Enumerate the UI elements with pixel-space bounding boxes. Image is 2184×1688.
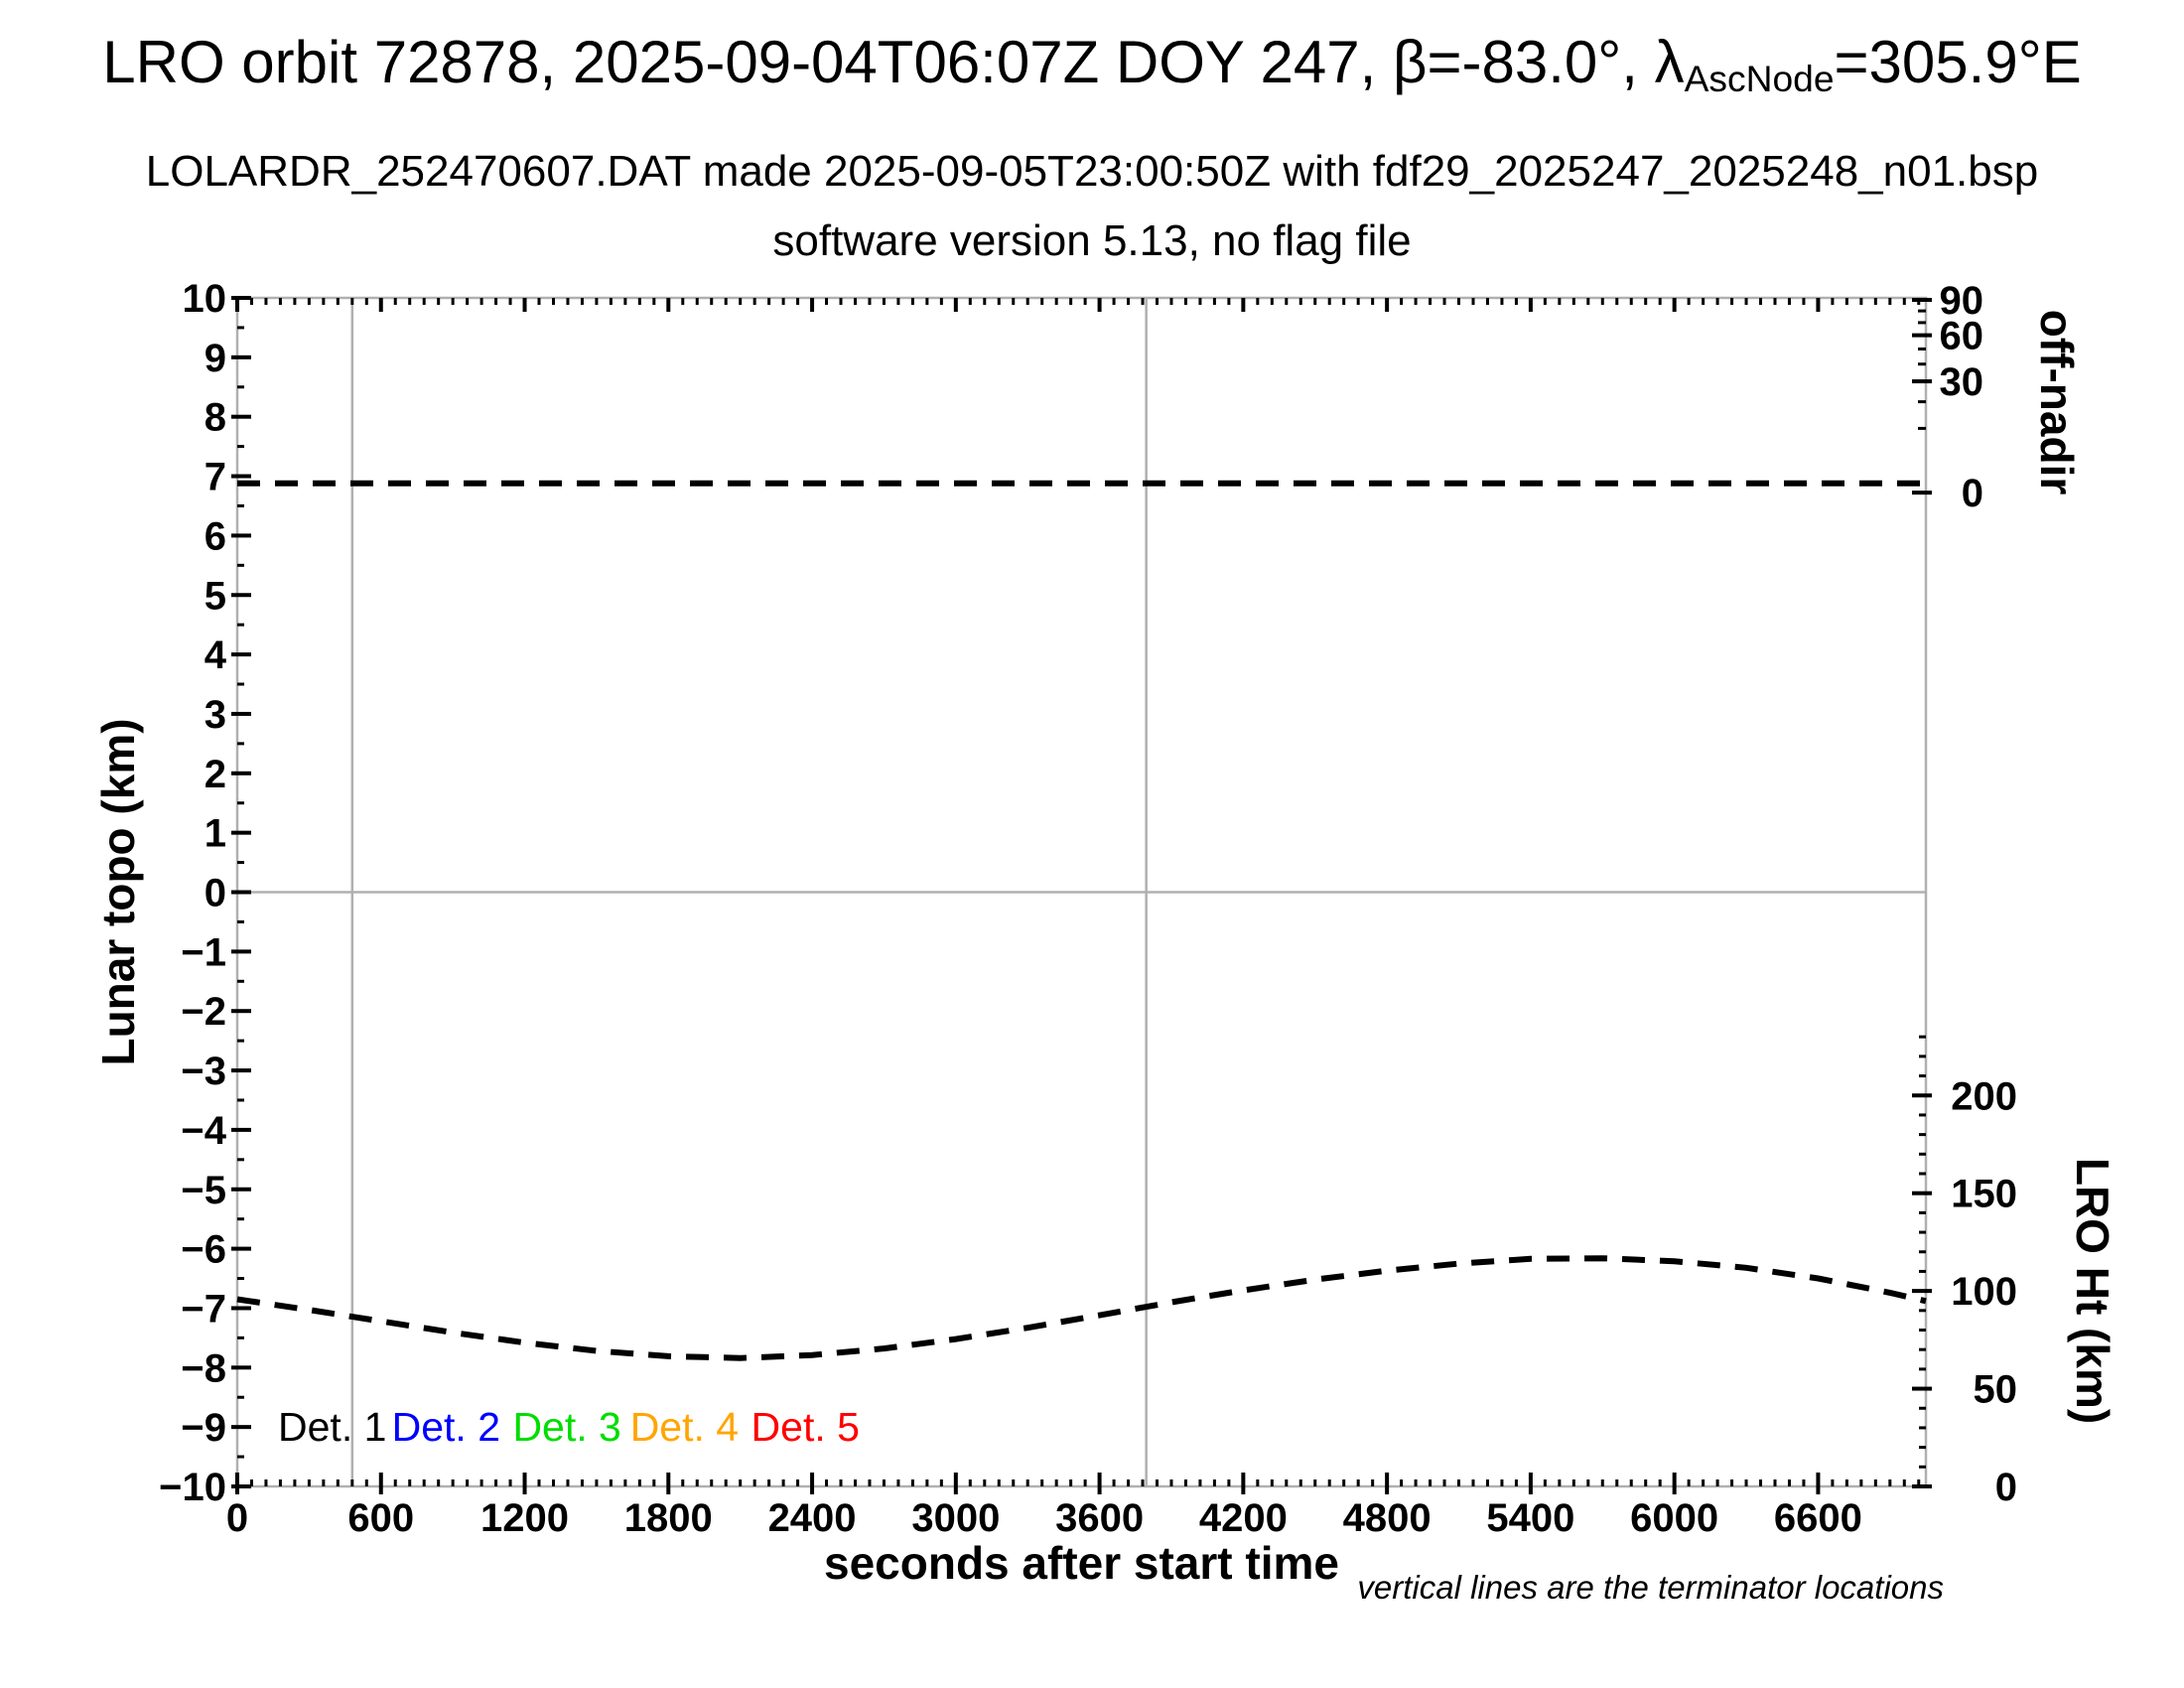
y-tick-label: −5 xyxy=(181,1169,226,1212)
lro-ht-tick-label: 50 xyxy=(1974,1368,2018,1412)
legend-item-det1: Det. 1 xyxy=(278,1404,386,1450)
plot-title-prefix: LRO orbit 72878, 2025-09-04T06:07Z DOY 2… xyxy=(102,29,1685,95)
plot-title-subscript: AscNode xyxy=(1684,58,1835,100)
y-tick-label: −6 xyxy=(181,1228,226,1272)
x-tick-label: 5400 xyxy=(1486,1496,1574,1540)
y-tick-label: −10 xyxy=(159,1466,226,1509)
y-tick-label: −1 xyxy=(181,930,226,974)
y-tick-label: −2 xyxy=(181,990,226,1034)
plot-subtitle-file: LOLARDR_252470607.DAT made 2025-09-05T23… xyxy=(145,147,2039,196)
y-tick-label: 0 xyxy=(205,872,226,915)
terminator-footnote: vertical lines are the terminator locati… xyxy=(1357,1569,1944,1606)
offnadir-tick-label: 30 xyxy=(1940,360,1984,404)
y-tick-label: 6 xyxy=(205,514,226,558)
y-tick-label: 1 xyxy=(205,812,226,856)
y-tick-label: 7 xyxy=(205,456,226,499)
x-tick-label: 3600 xyxy=(1055,1496,1144,1540)
lro-height-curve xyxy=(236,1255,1927,1361)
x-tick-label: 1800 xyxy=(624,1496,713,1540)
y-tick-label: −3 xyxy=(181,1050,226,1093)
lro-ht-tick-label: 0 xyxy=(1995,1466,2017,1509)
legend-item-det2: Det. 2 xyxy=(392,1404,500,1450)
x-tick-label: 0 xyxy=(226,1496,248,1540)
x-tick-label: 4200 xyxy=(1199,1496,1288,1540)
y-tick-label: 10 xyxy=(183,277,227,321)
offnadir-tick-label: 60 xyxy=(1940,315,1984,358)
y-tick-label: 2 xyxy=(205,753,226,796)
x-tick-label: 2400 xyxy=(768,1496,857,1540)
legend: Det. 1 Det. 2 Det. 3 Det. 4 Det. 5 xyxy=(278,1404,860,1450)
lro-ht-tick-label: 200 xyxy=(1951,1074,2017,1118)
offnadir-ticks xyxy=(1912,298,1932,495)
x-tick-label: 3000 xyxy=(911,1496,1000,1540)
y-tick-label: 3 xyxy=(205,693,226,737)
y-tick-label: −7 xyxy=(181,1287,226,1331)
y-tick-label: 4 xyxy=(205,633,227,677)
y-tick-label: 8 xyxy=(205,396,226,440)
lro-ht-tick-label: 100 xyxy=(1951,1270,2017,1314)
x-tick-label: 6000 xyxy=(1630,1496,1718,1540)
plot-title-suffix: =305.9°E xyxy=(1834,29,2082,95)
x-tick-label: 6600 xyxy=(1774,1496,1862,1540)
reference-lines xyxy=(237,298,1926,1486)
legend-item-det4: Det. 4 xyxy=(630,1404,739,1450)
y-tick-label: −8 xyxy=(181,1346,226,1390)
x-tick-label: 4800 xyxy=(1343,1496,1432,1540)
legend-item-det5: Det. 5 xyxy=(751,1404,860,1450)
lro-ht-ticks xyxy=(1912,1035,1932,1488)
offnadir-tick-label: 0 xyxy=(1962,472,1983,515)
y-left-axis-title: Lunar topo (km) xyxy=(92,718,144,1065)
plot-subtitle-version: software version 5.13, no flag file xyxy=(772,216,1412,265)
plot-title: LRO orbit 72878, 2025-09-04T06:07Z DOY 2… xyxy=(0,28,2184,100)
lro-ht-tick-labels: 200 150 100 50 0 xyxy=(1951,1074,2017,1509)
legend-item-det3: Det. 3 xyxy=(512,1404,620,1450)
x-axis-ticks xyxy=(235,298,1921,1494)
y-tick-label: 5 xyxy=(205,574,226,618)
x-axis-title: seconds after start time xyxy=(824,1537,1339,1589)
x-tick-label: 600 xyxy=(347,1496,414,1540)
y-left-ticks xyxy=(231,296,251,1488)
y-tick-label: −9 xyxy=(181,1406,226,1450)
x-tick-labels: 0 600 1200 1800 2400 3000 3600 4200 4800 5400 6000… xyxy=(226,1496,1862,1540)
lro-ht-tick-label: 150 xyxy=(1951,1173,2017,1216)
y-tick-label: 9 xyxy=(205,337,226,380)
offnadir-axis-title: off-nadir xyxy=(2031,310,2083,495)
y-tick-label: −4 xyxy=(181,1109,226,1153)
x-tick-label: 1200 xyxy=(480,1496,569,1540)
lro-ht-axis-title: LRO Ht (km) xyxy=(2067,1158,2118,1424)
offnadir-tick-label: 90 xyxy=(1940,279,1984,323)
